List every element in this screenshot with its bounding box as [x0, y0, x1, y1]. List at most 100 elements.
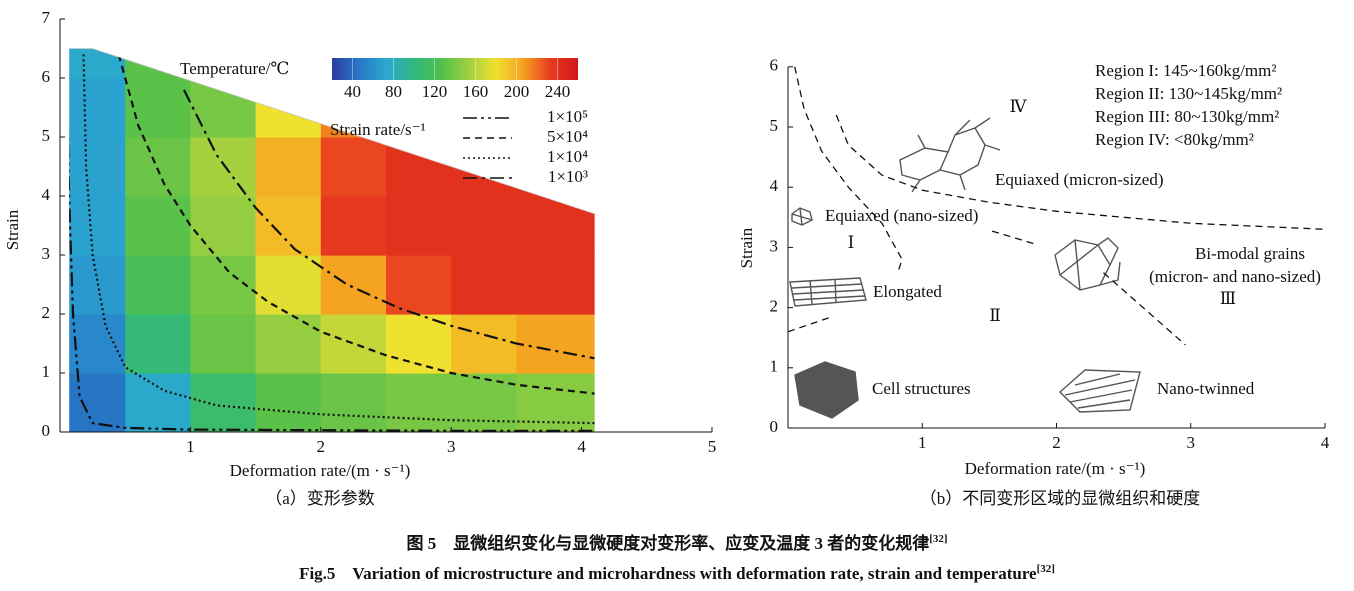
heatmap-cell [451, 196, 517, 256]
micro-twinned [1058, 369, 1141, 413]
y-tick-label: 3 [42, 244, 51, 263]
series-line [794, 66, 903, 272]
legend-label: 1×10⁴ [547, 147, 588, 166]
colorbar-tick-label: 40 [344, 82, 361, 101]
heatmap-cell [320, 314, 387, 374]
x-tick-label: 4 [1321, 433, 1330, 452]
heatmap-cell [190, 373, 257, 432]
annotation: Elongated [873, 282, 942, 301]
heatmap-cell [255, 255, 322, 315]
heatmap-cell [386, 137, 452, 197]
x-axis-label: Deformation rate/(m · s⁻¹) [965, 459, 1146, 478]
colorbar [332, 58, 578, 80]
y-tick-label: 4 [770, 176, 779, 195]
annotation: Cell structures [872, 379, 971, 398]
y-tick-label: 2 [42, 303, 51, 322]
heatmap-cell [69, 373, 126, 432]
x-tick-label: 3 [447, 437, 456, 456]
region-label: Region IV: <80kg/mm² [1095, 130, 1254, 149]
legend-title: Strain rate/s⁻¹ [330, 120, 426, 139]
colorbar-tick-label: 240 [545, 82, 571, 101]
heatmap-cell [516, 196, 595, 256]
x-tick-label: 5 [708, 437, 717, 456]
legend-label: 1×10⁵ [547, 107, 588, 126]
x-axis-label: Deformation rate/(m · s⁻¹) [230, 461, 411, 480]
heatmap-cell [125, 137, 191, 197]
y-axis-label: Strain [3, 209, 22, 250]
heatmap-cell [190, 196, 257, 256]
heatmap-cell [69, 78, 126, 138]
region-label: Region II: 130~145kg/mm² [1095, 84, 1282, 103]
x-tick-label: 1 [918, 433, 927, 452]
y-tick-label: 7 [42, 8, 51, 27]
heatmap-cell [190, 137, 257, 197]
caption-en: Fig.5 Variation of microstructure and mi… [299, 564, 1037, 583]
heatmap-cell [516, 314, 595, 374]
heatmap-cell [320, 196, 387, 256]
legend-label: 1×10³ [548, 167, 588, 186]
heatmap-cell [255, 314, 322, 374]
heatmap-cell [451, 314, 517, 374]
y-tick-label: 6 [770, 56, 779, 75]
micro-equiaxed-nano [791, 207, 813, 226]
heatmap-cell [386, 255, 452, 315]
annotation: (micron- and nano-sized) [1149, 267, 1321, 286]
legend-label: 5×10⁴ [547, 127, 588, 146]
region-label: Region III: 80~130kg/mm² [1095, 107, 1279, 126]
x-tick-label: 4 [577, 437, 586, 456]
colorbar-tick-label: 200 [504, 82, 530, 101]
caption-zh: 图 5 显微组织变化与显微硬度对变形率、应变及温度 3 者的变化规律 [406, 533, 929, 553]
heatmap-cell [190, 314, 257, 374]
caption-ref: [32] [929, 533, 947, 545]
annotation: Bi-modal grains [1195, 244, 1305, 263]
y-tick-label: 0 [770, 417, 779, 436]
colorbar-tick-label: 80 [385, 82, 402, 101]
heatmap-cell [125, 373, 191, 432]
series-line [991, 230, 1186, 346]
series-line [69, 48, 595, 432]
y-axis-label: Strain [737, 227, 756, 268]
region-label: Region I: 145~160kg/mm² [1095, 61, 1276, 80]
heatmap-cell [255, 137, 322, 197]
heatmap-cell [69, 137, 126, 197]
heatmap-cell [255, 196, 322, 256]
heatmap-cell [516, 255, 595, 315]
y-tick-label: 3 [770, 236, 779, 255]
colorbar-title: Temperature/℃ [180, 59, 289, 78]
annotation: Ⅳ [1010, 97, 1028, 116]
annotation: Ⅱ [989, 306, 1001, 325]
chart-caption: （b）不同变形区域的显微组织和硬度 [920, 489, 1201, 508]
annotation: Equiaxed (nano-sized) [825, 206, 978, 225]
micro-bimodal [1054, 237, 1121, 291]
annotation: Ⅰ [848, 233, 855, 252]
heatmap-cell [125, 314, 191, 374]
series-line [117, 54, 595, 395]
heatmap-cell [69, 196, 126, 256]
heatmap-cell [451, 137, 517, 197]
heatmap-cell [451, 255, 517, 315]
heatmap-cell [451, 373, 517, 432]
annotation: Ⅲ [1220, 289, 1236, 308]
figure-caption-en: Fig.5 Variation of microstructure and mi… [299, 563, 1055, 583]
y-tick-label: 1 [770, 357, 779, 376]
heatmap-cell [125, 78, 191, 138]
heatmap-cell [69, 314, 126, 374]
heatmap-cell [125, 255, 191, 315]
y-tick-label: 5 [770, 116, 779, 135]
x-tick-label: 3 [1187, 433, 1196, 452]
y-tick-label: 1 [42, 362, 51, 381]
y-tick-label: 5 [42, 126, 51, 145]
y-tick-label: 2 [770, 297, 779, 316]
figure-caption-zh: 图 5 显微组织变化与显微硬度对变形率、应变及温度 3 者的变化规律[32] [406, 533, 947, 553]
y-tick-label: 0 [42, 421, 51, 440]
series-line [182, 89, 595, 360]
micro-cell [794, 361, 859, 419]
series-line [82, 54, 595, 425]
x-tick-label: 2 [317, 437, 326, 456]
series-line [787, 315, 833, 333]
heatmap-cell [320, 373, 387, 432]
y-tick-label: 4 [42, 185, 51, 204]
heatmap-boundary [69, 48, 595, 215]
